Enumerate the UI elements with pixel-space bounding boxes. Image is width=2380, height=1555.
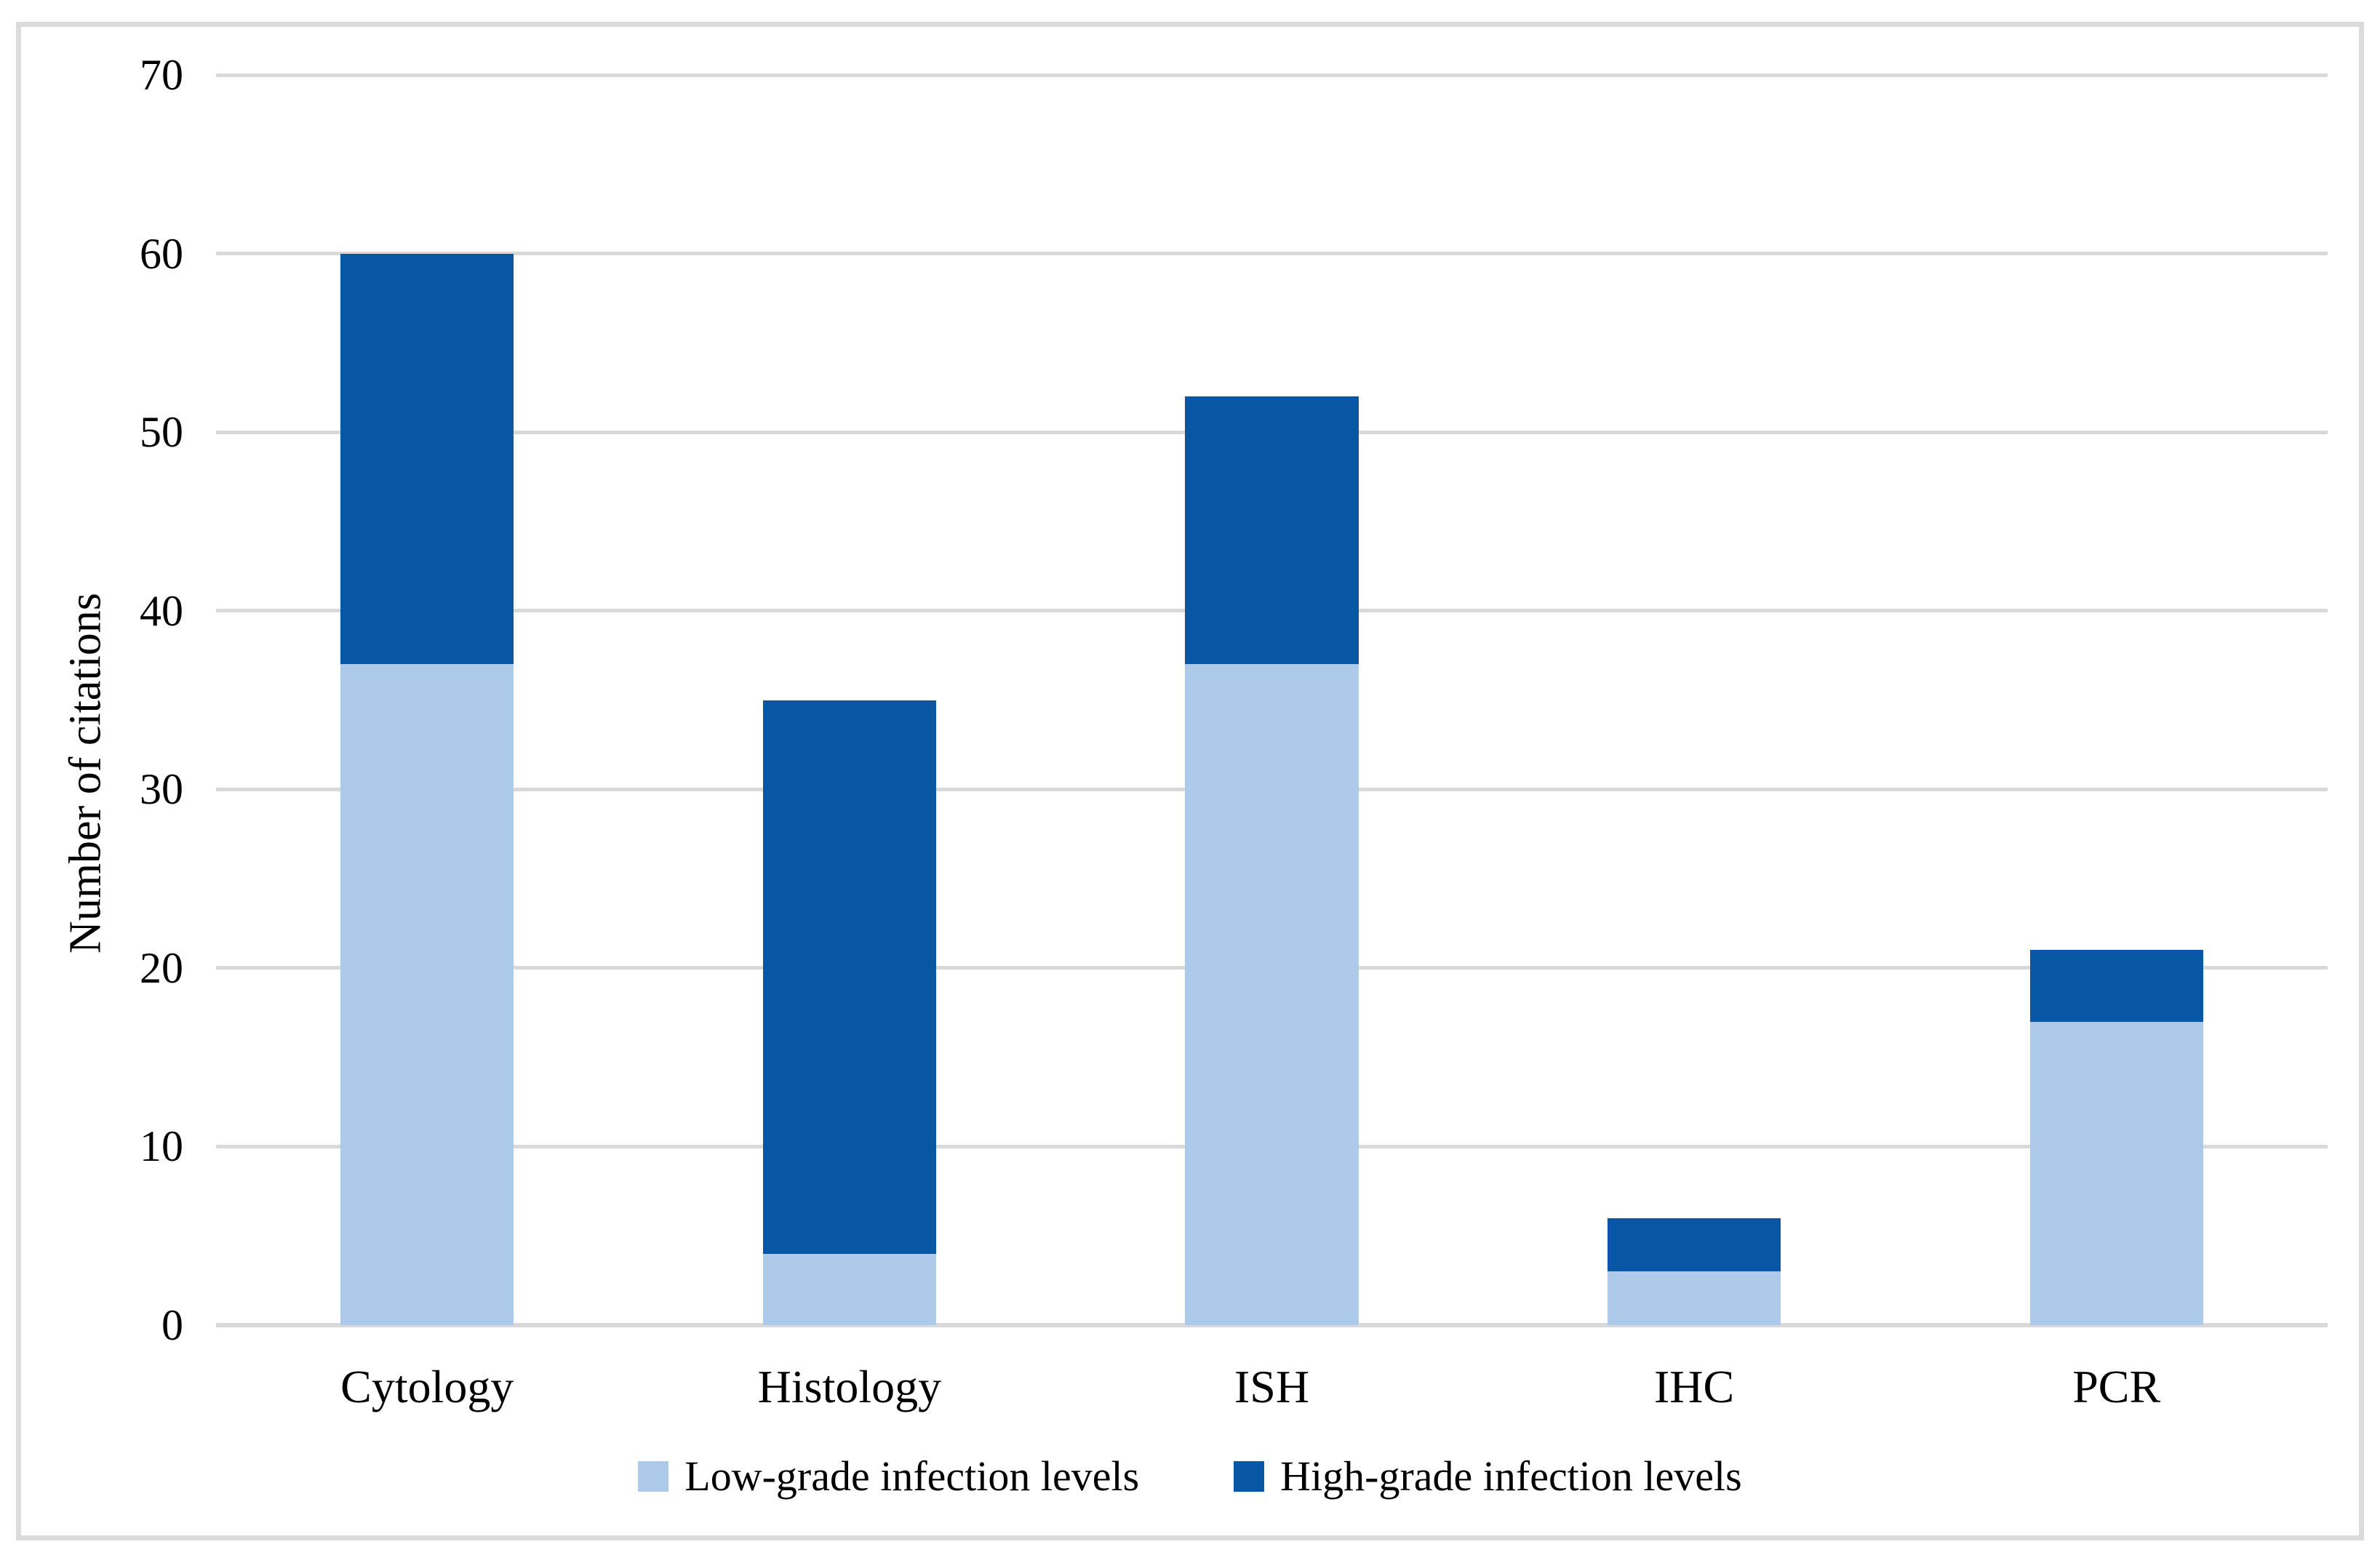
y-tick-label-0: 0 <box>161 1301 183 1349</box>
legend-label-low-grade: Low-grade infection levels <box>684 1452 1140 1500</box>
gridline-70 <box>216 73 2328 77</box>
stacked-bar-histology[interactable] <box>762 75 936 1325</box>
y-tick-label-60: 60 <box>140 229 183 278</box>
y-tick-label-20: 20 <box>140 943 183 992</box>
y-tick-label-30: 30 <box>140 765 183 814</box>
legend-label-high-grade: High-grade infection levels <box>1280 1452 1742 1500</box>
bar-segment-cytology-low-grade[interactable] <box>340 664 514 1325</box>
bar-segment-ish-low-grade[interactable] <box>1185 664 1359 1325</box>
legend-marker-low-grade-icon <box>638 1461 669 1492</box>
y-tick-label-40: 40 <box>140 586 183 635</box>
bar-segment-ish-high-grade[interactable] <box>1185 396 1359 665</box>
bar-series-container <box>216 75 2328 1325</box>
bar-slot-histology <box>639 75 1061 1325</box>
legend-item-high-grade[interactable]: High-grade infection levels <box>1234 1451 1742 1502</box>
y-tick-label-70: 70 <box>140 51 183 99</box>
category-axis-labels: Cytology Histology ISH IHC PCR <box>216 1354 2328 1420</box>
bar-segment-cytology-high-grade[interactable] <box>340 253 514 665</box>
bar-segment-histology-low-grade[interactable] <box>762 1253 936 1325</box>
bar-segment-pcr-low-grade[interactable] <box>2029 1021 2203 1325</box>
stacked-bar-cytology[interactable] <box>340 75 514 1325</box>
legend: Low-grade infection levels High-grade inf… <box>0 1451 2380 1502</box>
stacked-bar-pcr[interactable] <box>2029 75 2203 1325</box>
bar-slot-ihc <box>1483 75 1906 1325</box>
x-axis-line <box>216 1323 2328 1327</box>
bar-segment-histology-high-grade[interactable] <box>762 700 936 1254</box>
y-tick-label-50: 50 <box>140 408 183 457</box>
y-tick-label-10: 10 <box>140 1122 183 1171</box>
x-label-histology: Histology <box>757 1361 942 1412</box>
legend-item-low-grade[interactable]: Low-grade infection levels <box>638 1451 1139 1502</box>
x-label-pcr: PCR <box>2072 1361 2161 1412</box>
plot-area <box>216 73 2328 1327</box>
bar-segment-ihc-high-grade[interactable] <box>1608 1218 1781 1272</box>
stacked-bar-ish[interactable] <box>1185 75 1359 1325</box>
bar-slot-pcr <box>1905 75 2328 1325</box>
x-label-ihc: IHC <box>1653 1361 1735 1412</box>
stacked-bar-ihc[interactable] <box>1608 75 1781 1325</box>
bar-slot-ish <box>1061 75 1483 1325</box>
legend-marker-high-grade-icon <box>1234 1461 1265 1492</box>
bar-segment-pcr-high-grade[interactable] <box>2029 950 2203 1022</box>
bar-slot-cytology <box>216 75 639 1325</box>
x-label-cytology: Cytology <box>340 1361 514 1412</box>
bar-segment-ihc-low-grade[interactable] <box>1608 1271 1781 1325</box>
x-label-ish: ISH <box>1234 1361 1310 1412</box>
gridline-60 <box>216 252 2328 256</box>
y-axis-tick-labels: 0 10 20 30 40 50 60 70 <box>0 53 183 1347</box>
